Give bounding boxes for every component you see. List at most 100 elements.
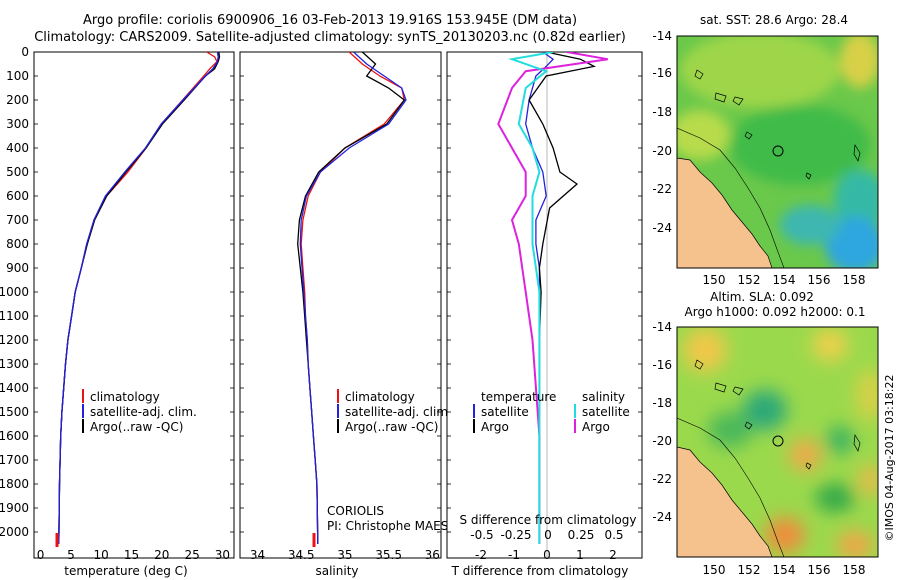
salinity-axes-box xyxy=(239,51,442,559)
map-lat-tick: -18 xyxy=(652,105,672,119)
depth-tick: 1900 xyxy=(0,501,29,515)
legend-label: satellite xyxy=(582,405,630,419)
imos-watermark: ©IMOS 04-Aug-2017 03:18:22 xyxy=(883,375,896,542)
sst-map: sat. SST: 28.6 Argo: 28.4 -14 -16 -18 -2… xyxy=(652,13,879,287)
salinity-xtick: 35.5 xyxy=(375,548,402,562)
depth-axis-labels: 0 100 200 300 400 500 600 700 800 900 10… xyxy=(0,45,29,539)
temperature-xtick: 30 xyxy=(215,548,230,562)
sdiff-tick: -0.5 xyxy=(470,528,493,542)
map-lon-tick: 154 xyxy=(773,563,796,577)
map-lat-tick: -20 xyxy=(652,144,672,158)
map-lon-tick: 156 xyxy=(808,273,831,287)
map-lat-tick: -22 xyxy=(652,472,672,486)
depth-tick: 1600 xyxy=(0,429,29,443)
depth-tick: 400 xyxy=(6,141,29,155)
depth-tick: 500 xyxy=(6,165,29,179)
depth-tick: 1800 xyxy=(0,477,29,491)
legend-label: Argo xyxy=(481,420,509,434)
tdiff-tick: -1 xyxy=(508,548,520,562)
depth-tick: 1000 xyxy=(0,285,29,299)
depth-tick: 800 xyxy=(6,237,29,251)
legend-label: satellite-adj. clim. xyxy=(90,405,197,419)
legend-label: climatology xyxy=(90,390,160,404)
temperature-depth-ticks xyxy=(34,51,234,533)
depth-tick: 1700 xyxy=(0,453,29,467)
temperature-xtick: 0 xyxy=(37,548,45,562)
depth-tick: 1200 xyxy=(0,333,29,347)
temperature-panel: 0 5 10 15 20 25 30 temperature (deg C) c… xyxy=(33,51,235,578)
temperature-satellite-overlay xyxy=(58,52,219,545)
map-lon-tick: 152 xyxy=(738,273,761,287)
sla-patch xyxy=(826,426,854,454)
salinity-xtick: 34 xyxy=(250,548,265,562)
map-lat-tick: -14 xyxy=(652,320,672,334)
sla-patch xyxy=(765,517,805,553)
legend-label: satellite xyxy=(481,405,529,419)
difference-depth-ticks xyxy=(447,51,642,533)
difference-legend: temperature satellite Argo salinity sate… xyxy=(473,390,630,434)
salinity-satellite-line xyxy=(299,52,407,545)
sst-patch xyxy=(834,170,878,230)
reef-outline xyxy=(694,359,861,470)
map-lon-tick: 158 xyxy=(843,273,866,287)
sdiff-tick: 0.5 xyxy=(604,528,623,542)
sla-patch xyxy=(708,412,752,448)
salinity-xlabel: salinity xyxy=(315,564,358,578)
temperature-xtick: 15 xyxy=(124,548,139,562)
sdiff-tick: 0.25 xyxy=(568,528,595,542)
legend-header-salinity: salinity xyxy=(582,390,625,404)
salinity-argo-diff-line xyxy=(497,52,608,544)
sdiff-tick: -0.25 xyxy=(500,528,531,542)
sst-patch xyxy=(840,36,878,88)
map-lat-tick: -18 xyxy=(652,396,672,410)
sla-patch xyxy=(860,464,878,496)
sla-patch xyxy=(743,390,787,430)
legend-label: Argo xyxy=(582,420,610,434)
difference-panel: temperature satellite Argo salinity sate… xyxy=(446,51,643,578)
salinity-xtick: 34.5 xyxy=(288,548,315,562)
sla-patch xyxy=(683,328,727,372)
legend-label: satellite-adj. clim. xyxy=(345,405,452,419)
sla-patch xyxy=(789,439,821,471)
map-lat-tick: -20 xyxy=(652,434,672,448)
salinity-xtick: 36 xyxy=(425,548,440,562)
sla-patch xyxy=(812,329,848,361)
tdiff-tick: -2 xyxy=(475,548,487,562)
reef-outline xyxy=(694,69,861,180)
depth-tick: 300 xyxy=(6,117,29,131)
tdiff-tick: 0 xyxy=(543,548,551,562)
temperature-xtick: 10 xyxy=(94,548,109,562)
depth-tick: 1300 xyxy=(0,357,29,371)
depth-tick: 1100 xyxy=(0,309,29,323)
legend-header-temperature: temperature xyxy=(481,390,556,404)
shelf-contour xyxy=(677,127,785,268)
salinity-xtick: 35 xyxy=(337,548,352,562)
legend-label: Argo(..raw -QC) xyxy=(345,420,438,434)
sla-map-frame xyxy=(676,326,879,558)
map-lat-tick: -24 xyxy=(652,221,672,235)
depth-tick: 0 xyxy=(21,45,29,59)
temperature-xtick: 5 xyxy=(67,548,75,562)
institution-annotation: CORIOLIS PI: Christophe MAES xyxy=(327,504,448,533)
sla-patch xyxy=(815,484,855,512)
australia-land xyxy=(677,157,773,268)
depth-tick: 700 xyxy=(6,213,29,227)
temperature-axes-box xyxy=(33,51,235,559)
map-lon-tick: 154 xyxy=(773,273,796,287)
argo-float-marker xyxy=(772,435,784,447)
sla-patch xyxy=(837,531,873,557)
shelf-contour xyxy=(677,417,785,557)
map-lat-tick: -24 xyxy=(652,510,672,524)
temperature-legend: climatology satellite-adj. clim. Argo(..… xyxy=(82,389,197,434)
depth-tick: 1500 xyxy=(0,405,29,419)
map-lon-tick: 150 xyxy=(703,273,726,287)
sdiff-tick: 0 xyxy=(544,528,552,542)
depth-tick: 900 xyxy=(6,261,29,275)
depth-tick: 100 xyxy=(6,69,29,83)
tdiff-tick: 1 xyxy=(576,548,584,562)
sla-map-title-1: Altim. SLA: 0.092 xyxy=(710,290,814,304)
australia-land xyxy=(677,446,773,557)
institution-name: CORIOLIS xyxy=(327,504,384,518)
sst-field-patches xyxy=(677,36,878,268)
